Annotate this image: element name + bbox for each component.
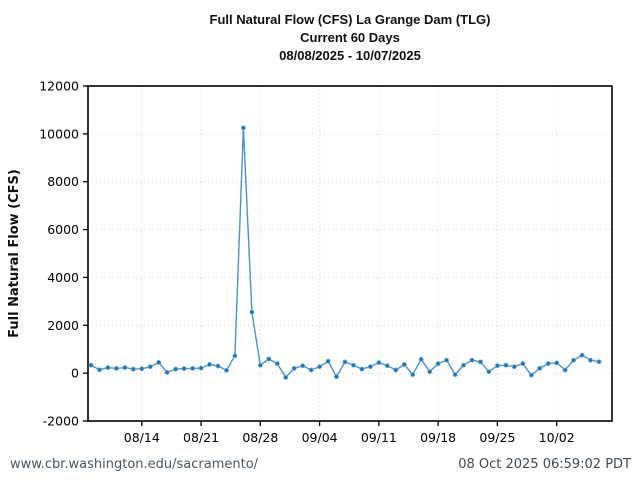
data-point: [317, 364, 323, 370]
footer-timestamp: 08 Oct 2025 06:59:02 PDT: [458, 457, 631, 472]
data-point: [325, 358, 331, 364]
data-point: [554, 360, 560, 366]
footer-source-url: www.cbr.washington.edu/sacramento/: [10, 457, 259, 472]
chart-date-range: 08/08/2025 - 10/07/2025: [279, 48, 421, 63]
data-point: [579, 352, 585, 358]
y-tick-label: 6000: [47, 222, 79, 237]
gridlines: [88, 86, 612, 421]
y-axis-label: Full Natural Flow (CFS): [7, 169, 22, 338]
data-point: [351, 362, 356, 368]
data-point: [113, 365, 119, 371]
x-tick-label: 09/25: [479, 430, 515, 445]
data-point: [359, 366, 365, 372]
data-point: [139, 366, 145, 372]
data-point: [435, 361, 441, 367]
data-point: [232, 353, 238, 359]
y-tick-label: 12000: [39, 79, 79, 94]
data-point: [486, 369, 492, 375]
data-point: [130, 366, 136, 372]
flow-line-chart: -2000 0 2000 4000 6000 8000 10000 12000 08/14 08/…: [7, 79, 613, 446]
data-point: [588, 357, 593, 363]
data-point: [367, 364, 373, 370]
chart-subtitle: Current 60 Days: [300, 30, 400, 45]
data-point: [562, 367, 568, 373]
data-point: [274, 361, 280, 367]
data-point: [418, 356, 424, 362]
data-point: [266, 356, 272, 362]
data-point: [240, 125, 246, 131]
data-point: [520, 361, 526, 367]
data-point: [215, 363, 221, 369]
data-point: [224, 367, 229, 373]
data-point: [283, 374, 289, 380]
y-tick-label: 0: [71, 366, 79, 381]
data-point: [207, 362, 212, 367]
x-tick-label: 08/28: [242, 430, 278, 445]
x-tick-label: 09/04: [302, 430, 338, 445]
y-tick-label: 4000: [47, 270, 79, 285]
x-tick-label: 08/14: [124, 430, 160, 445]
data-point: [164, 369, 170, 375]
data-point: [190, 365, 196, 371]
data-point: [173, 366, 179, 372]
y-tick-label: 2000: [47, 318, 79, 333]
flow-series-line: [90, 127, 600, 379]
chart-title-block: Full Natural Flow (CFS) La Grange Dam (T…: [88, 11, 612, 65]
data-point: [494, 363, 500, 369]
data-point: [308, 367, 314, 373]
data-point: [596, 359, 602, 365]
x-tick-label: 10/02: [539, 430, 575, 445]
data-point: [122, 365, 128, 371]
data-point: [300, 363, 306, 369]
data-point: [537, 365, 543, 371]
y-tick-label: 8000: [47, 174, 79, 189]
data-point: [97, 367, 102, 373]
data-point: [393, 367, 399, 373]
x-tick-label: 09/18: [420, 430, 456, 445]
y-tick-label: -2000: [43, 414, 79, 429]
flow-series-markers: [88, 125, 602, 380]
data-point: [198, 365, 204, 371]
data-point: [545, 361, 551, 367]
data-point: [156, 359, 162, 365]
data-point: [384, 363, 390, 369]
x-tick-label: 08/21: [183, 430, 219, 445]
data-point: [452, 372, 458, 378]
plot-border: [87, 85, 613, 422]
data-point: [291, 365, 297, 371]
data-point: [257, 362, 263, 368]
data-point: [478, 359, 483, 365]
data-point: [147, 364, 153, 370]
data-point: [342, 359, 348, 365]
data-point: [334, 374, 339, 380]
data-point: [376, 360, 382, 366]
data-point: [528, 372, 534, 378]
data-point: [511, 364, 517, 370]
footer-bar: www.cbr.washington.edu/sacramento/ 08 Oc…: [0, 452, 640, 480]
chart-title: Full Natural Flow (CFS) La Grange Dam (T…: [209, 12, 491, 27]
data-point: [469, 357, 475, 363]
data-point: [88, 362, 94, 368]
data-point: [427, 369, 433, 375]
axis-ticks: [83, 85, 558, 426]
data-point: [249, 309, 255, 315]
data-point: [105, 365, 111, 371]
data-point: [401, 362, 407, 367]
data-point: [181, 366, 187, 372]
data-point: [410, 372, 416, 378]
y-tick-label: 10000: [39, 126, 79, 141]
data-point: [571, 357, 577, 363]
data-point: [503, 362, 509, 368]
data-point: [444, 357, 450, 363]
x-tick-label: 09/11: [361, 430, 397, 445]
axis-tick-labels: -2000 0 2000 4000 6000 8000 10000 12000 08/14 08/…: [39, 79, 574, 446]
data-point: [461, 362, 466, 368]
